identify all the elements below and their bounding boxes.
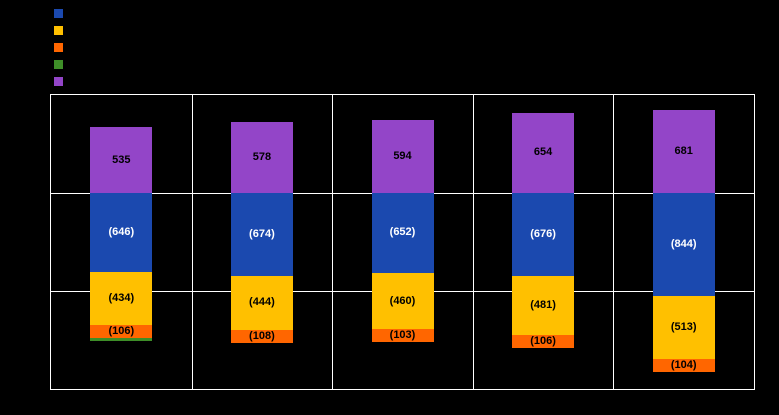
legend-item-series-yellow	[54, 22, 63, 39]
data-label: (106)	[108, 325, 135, 338]
bar-segment-blue: (676)	[512, 193, 575, 276]
gridline	[332, 95, 334, 389]
bar-segment-orange: (106)	[90, 325, 153, 339]
data-label: (513)	[670, 321, 697, 334]
bar-segment-purple: 594	[371, 120, 434, 193]
data-label: 578	[252, 151, 272, 164]
bar-segment-yellow: (481)	[512, 275, 575, 335]
bar-segment-orange: (104)	[652, 359, 715, 372]
bar-segment-orange: (108)	[230, 329, 293, 344]
data-label: 594	[393, 150, 412, 163]
gridline	[472, 95, 474, 389]
legend	[54, 5, 63, 90]
legend-swatch-series-blue	[54, 9, 63, 18]
legend-swatch-series-purple	[54, 77, 63, 86]
bar-segment-blue: (674)	[230, 193, 293, 276]
plot-area: 535 (646) (434) (106) 578 (674) (444) (108) 594 (…	[50, 94, 755, 390]
bar-segment-yellow: (513)	[652, 296, 715, 360]
data-label: (103)	[389, 329, 416, 342]
data-label: 535	[112, 153, 131, 166]
bar-segment-purple: 654	[512, 112, 575, 193]
bar-segment-orange: (103)	[371, 329, 434, 342]
gridline	[613, 95, 615, 389]
legend-swatch-series-green	[54, 60, 63, 69]
bar-segment-purple: 578	[230, 122, 293, 193]
data-label: (434)	[108, 292, 135, 305]
data-label: (481)	[530, 298, 556, 311]
data-label: (646)	[108, 226, 135, 239]
legend-item-series-blue	[54, 5, 63, 22]
data-label: (674)	[249, 227, 275, 240]
data-label: (844)	[670, 238, 697, 251]
bar-segment-purple: 535	[90, 127, 153, 193]
bar-segment-blue: (844)	[652, 193, 715, 297]
bar-segment-blue: (646)	[90, 193, 153, 273]
data-label: (676)	[530, 227, 556, 240]
data-label: (444)	[249, 296, 275, 309]
data-label: 654	[533, 146, 553, 159]
bar-segment-green	[90, 338, 153, 342]
data-label: (652)	[389, 226, 416, 239]
legend-item-series-purple	[54, 73, 63, 90]
bar-segment-blue: (652)	[371, 193, 434, 273]
bar-segment-orange: (106)	[512, 334, 575, 348]
data-label: 681	[674, 144, 693, 157]
legend-swatch-series-orange	[54, 43, 63, 52]
bar-segment-purple: 681	[652, 109, 715, 193]
data-label: (106)	[530, 334, 556, 347]
legend-item-series-orange	[54, 39, 63, 56]
bar-segment-yellow: (434)	[90, 272, 153, 326]
legend-item-series-green	[54, 56, 63, 73]
bar-segment-yellow: (444)	[230, 275, 293, 330]
legend-swatch-series-yellow	[54, 26, 63, 35]
bar-segment-yellow: (460)	[371, 272, 434, 330]
gridline	[191, 95, 193, 389]
data-label: (104)	[670, 359, 697, 372]
data-label: (108)	[249, 330, 275, 343]
data-label: (460)	[389, 294, 416, 307]
